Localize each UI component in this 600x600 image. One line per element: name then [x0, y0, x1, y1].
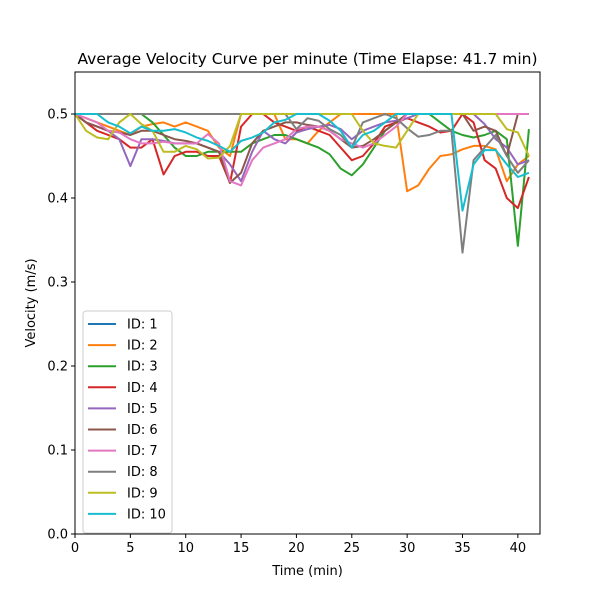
x-tick-label: 15 — [233, 541, 250, 556]
series-line-id-8 — [75, 113, 530, 254]
x-tick-label: 25 — [344, 541, 361, 556]
x-tick-label: 40 — [510, 541, 527, 556]
legend-label-id-7: ID: 7 — [127, 444, 158, 459]
legend-label-id-8: ID: 8 — [127, 465, 158, 480]
x-tick-label: 0 — [71, 541, 79, 556]
y-axis-label: Velocity (m/s) — [24, 258, 39, 347]
y-tick-label: 0.5 — [47, 108, 68, 123]
series-layer — [74, 113, 530, 254]
y-tick-label: 0.2 — [47, 360, 68, 375]
x-tick-label: 20 — [288, 541, 305, 556]
y-tick-label: 0.1 — [47, 444, 68, 459]
x-axis-ticks: 0 5 10 15 20 25 30 35 40 — [71, 534, 526, 556]
legend-label-id-3: ID: 3 — [127, 360, 158, 375]
y-tick-label: 0.3 — [47, 276, 68, 291]
plot-frame — [74, 71, 541, 535]
x-tick-label: 35 — [454, 541, 471, 556]
legend-label-id-4: ID: 4 — [127, 381, 158, 396]
y-axis-ticks: 0.0 0.1 0.2 0.3 0.4 0.5 — [47, 108, 75, 543]
legend-label-id-2: ID: 2 — [127, 339, 158, 354]
legend-label-id-1: ID: 1 — [127, 318, 158, 333]
x-tick-label: 5 — [126, 541, 134, 556]
x-tick-label: 10 — [177, 541, 194, 556]
legend-label-id-10: ID: 10 — [127, 507, 166, 522]
legend-label-id-6: ID: 6 — [127, 423, 158, 438]
legend-label-id-9: ID: 9 — [127, 486, 158, 501]
series-line-id-10 — [75, 113, 530, 212]
x-tick-label: 30 — [399, 541, 416, 556]
chart-title: Average Velocity Curve per minute (Time … — [77, 50, 537, 68]
y-tick-label: 0.4 — [47, 192, 68, 207]
legend-label-id-5: ID: 5 — [127, 402, 158, 417]
x-axis-label: Time (min) — [271, 564, 343, 579]
y-tick-label: 0.0 — [47, 528, 68, 543]
legend: ID: 1 ID: 2 ID: 3 ID: 4 ID: 5 ID: 6 ID: 7 ID: 8… — [82, 310, 173, 534]
